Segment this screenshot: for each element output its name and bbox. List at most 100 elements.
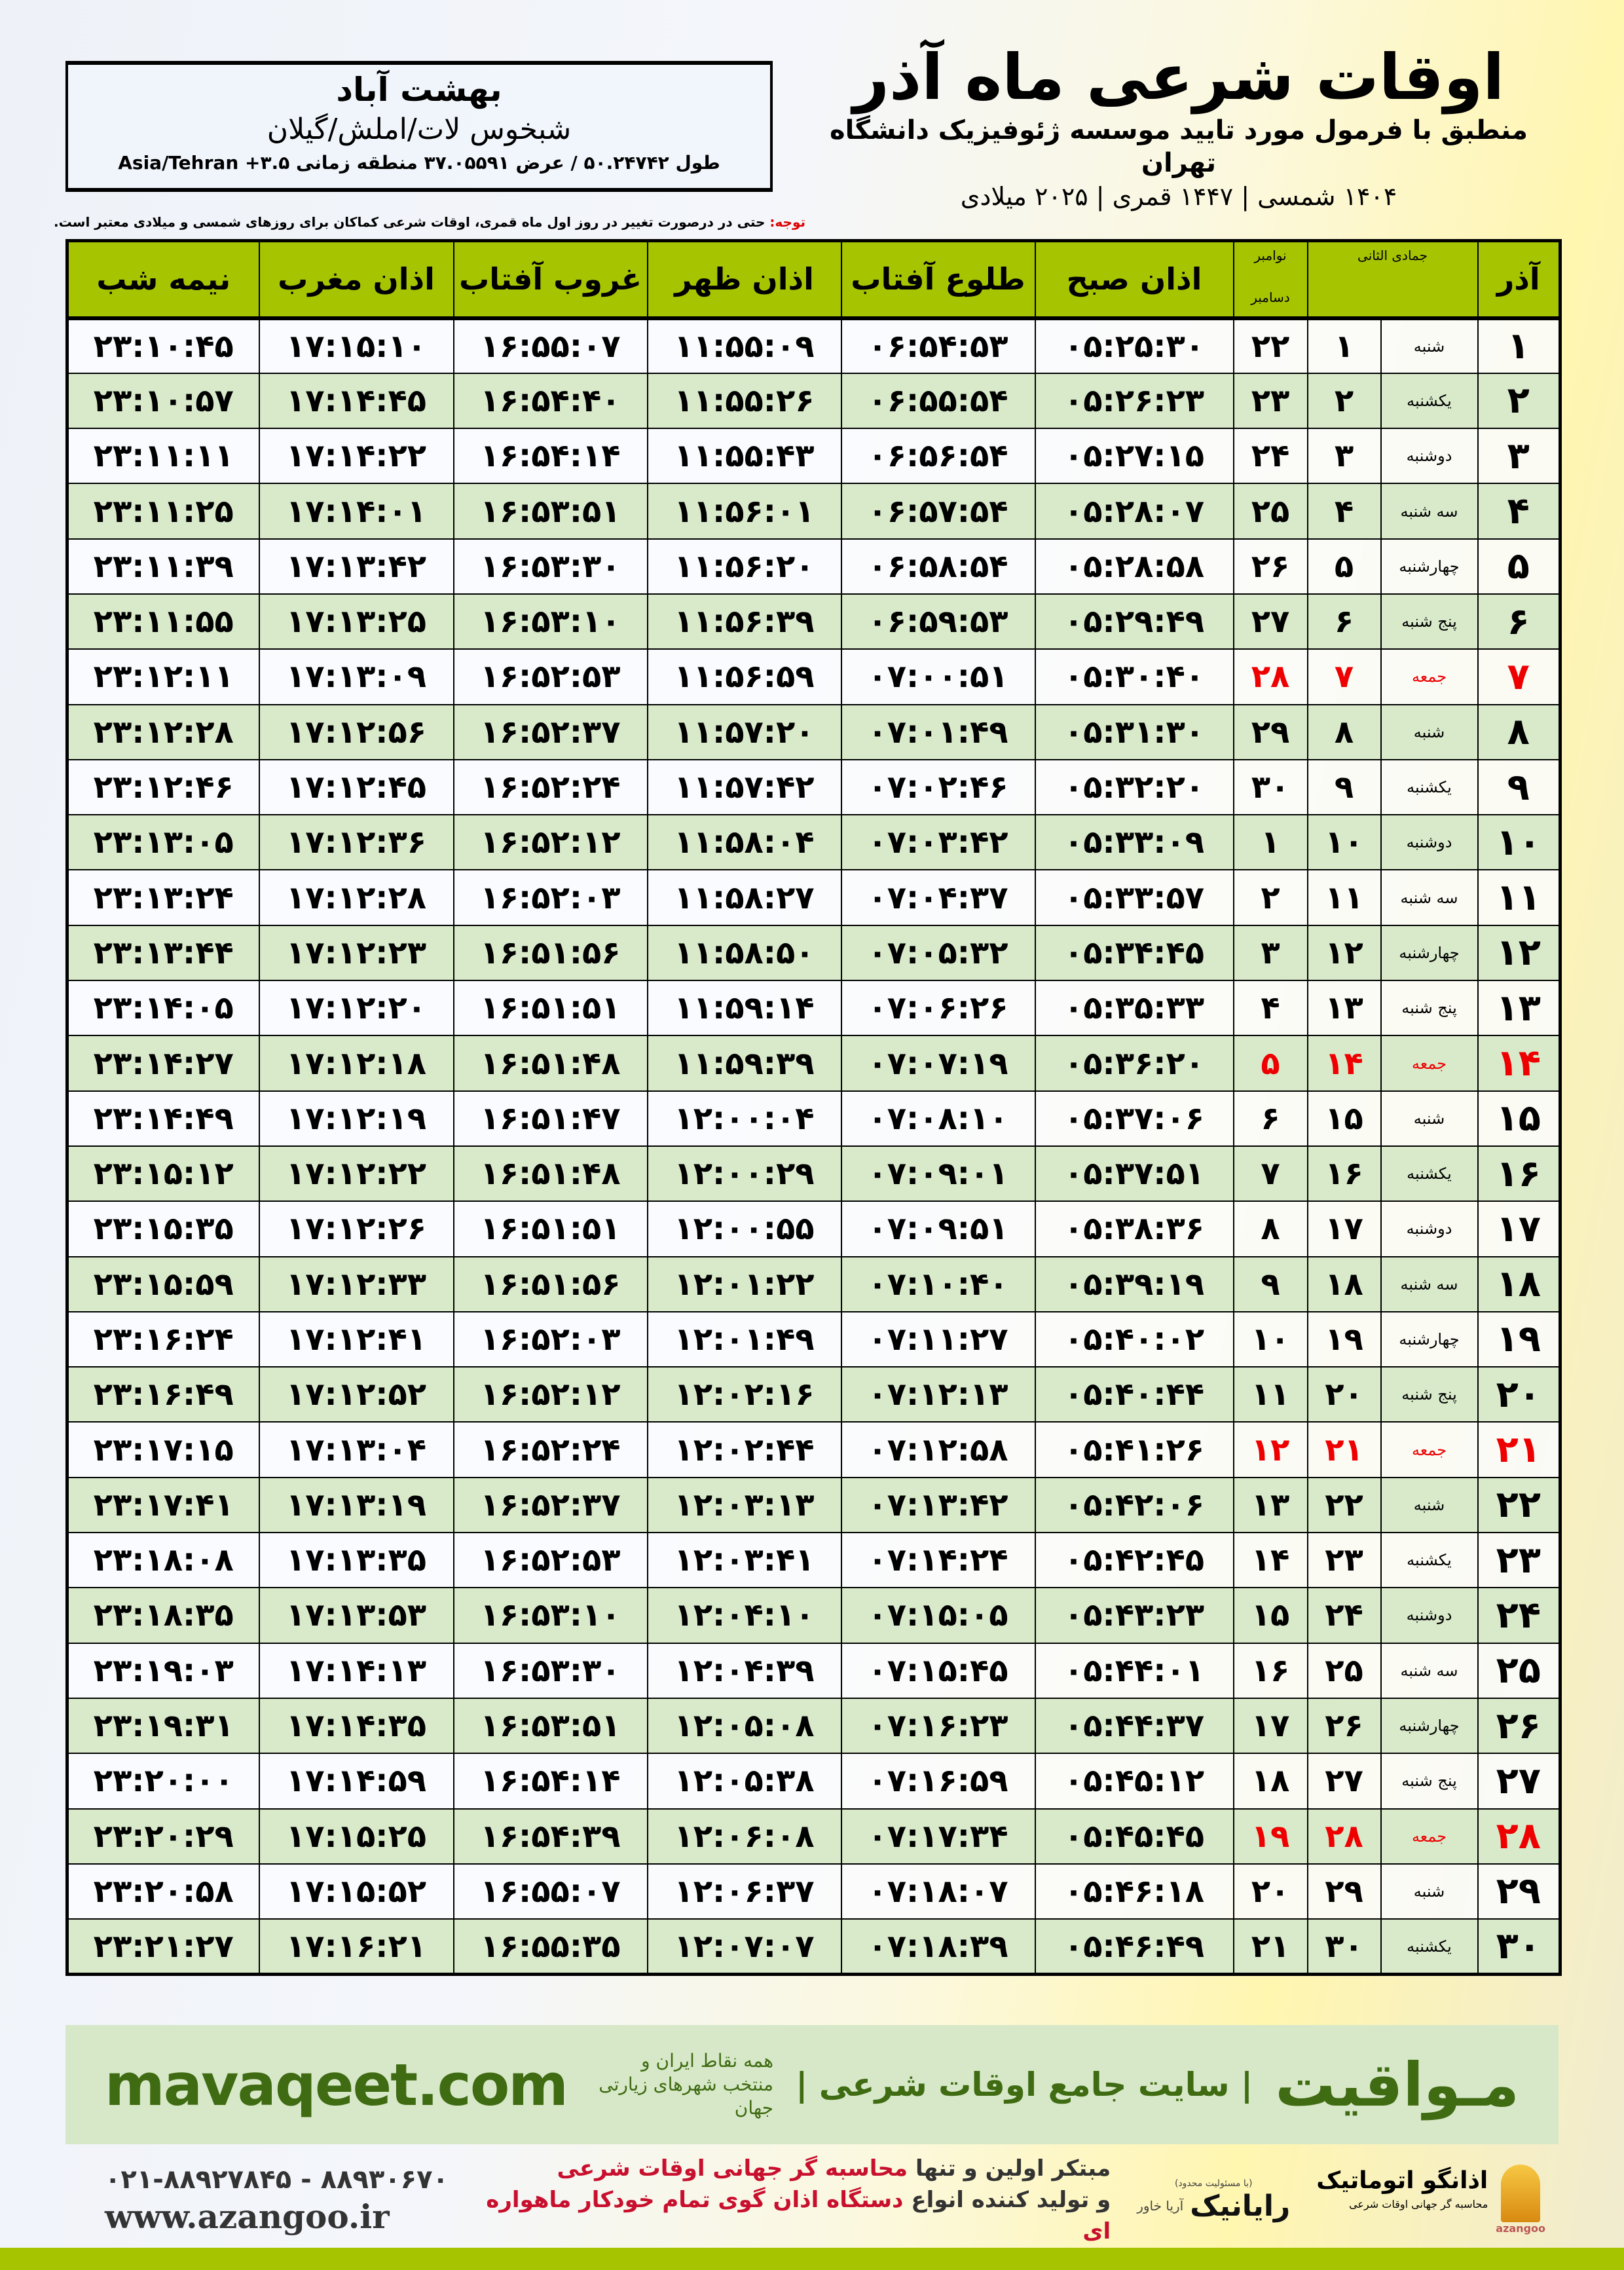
cell-hijri-day: ۶ bbox=[1306, 593, 1382, 650]
header-nimeshab: نیمه شب bbox=[66, 240, 260, 320]
cell-hijri-day: ۱۹ bbox=[1306, 1311, 1382, 1368]
cell-azar-day: ۲۸ bbox=[1477, 1808, 1561, 1865]
cell-azar-day: ۶ bbox=[1477, 593, 1561, 650]
table-row: ۲۵ سه شنبه ۲۵ ۱۶ ۰۵:۴۴:۰۱ ۰۷:۱۵:۴۵ ۱۲:۰۴:۳۹ ۱۶:… bbox=[66, 1642, 1561, 1699]
table-row: ۱ شنبه ۱ ۲۲ ۰۵:۲۵:۳۰ ۰۶:۵۴:۵۳ ۱۱:۵۵:۰۹ ۱۶:۵۵:۰۷… bbox=[66, 317, 1561, 374]
cell-maghrib: ۱۷:۱۵:۱۰ bbox=[258, 317, 454, 374]
azangoo-logo: azangoo اذانگو اتوماتیک محاسبه گر جهانی … bbox=[1316, 2165, 1545, 2235]
cell-weekday: سه شنبه bbox=[1380, 1256, 1479, 1312]
cell-ghorub: ۱۶:۵۲:۲۴ bbox=[452, 758, 648, 816]
cell-sobh: ۰۵:۳۳:۵۷ bbox=[1034, 869, 1234, 926]
cell-sobh: ۰۵:۴۵:۱۲ bbox=[1034, 1753, 1234, 1810]
cell-zohr: ۱۲:۰۵:۰۸ bbox=[646, 1697, 842, 1755]
cell-maghrib: ۱۷:۱۲:۵۶ bbox=[258, 703, 454, 760]
cell-zohr: ۱۲:۰۳:۱۳ bbox=[646, 1476, 842, 1534]
cell-tolu: ۰۶:۵۹:۵۳ bbox=[840, 593, 1036, 650]
azangoo-site-link[interactable]: www.azangoo.ir bbox=[105, 2197, 390, 2236]
cell-ghorub: ۱۶:۵۵:۰۷ bbox=[452, 317, 648, 374]
cell-nimeshab: ۲۳:۱۰:۴۵ bbox=[66, 317, 260, 374]
table-row: ۱۷ دوشنبه ۱۷ ۸ ۰۵:۳۸:۳۶ ۰۷:۰۹:۵۱ ۱۲:۰۰:۵۵ ۱۶:۵۱… bbox=[66, 1200, 1561, 1257]
azangoo-sub: محاسبه گر جهانی اوقات شرعی bbox=[1349, 2198, 1488, 2210]
cell-nimeshab: ۲۳:۱۶:۴۹ bbox=[66, 1366, 260, 1423]
cell-maghrib: ۱۷:۱۴:۵۹ bbox=[258, 1753, 454, 1810]
mavaqeet-site-link[interactable]: mavaqeet.com bbox=[105, 2051, 568, 2119]
cell-sobh: ۰۵:۴۳:۲۳ bbox=[1034, 1587, 1234, 1644]
cell-gregorian-day: ۱۲ bbox=[1232, 1421, 1308, 1478]
cell-hijri-day: ۸ bbox=[1306, 703, 1382, 760]
cell-maghrib: ۱۷:۱۲:۵۲ bbox=[258, 1366, 454, 1423]
cell-ghorub: ۱۶:۵۳:۵۱ bbox=[452, 483, 648, 540]
cell-maghrib: ۱۷:۱۴:۰۱ bbox=[258, 483, 454, 540]
year-line: ۱۴۰۴ شمسی | ۱۴۴۷ قمری | ۲۰۲۵ میلادی bbox=[960, 182, 1397, 211]
cell-weekday: دوشنبه bbox=[1380, 814, 1479, 871]
table-row: ۲۷ پنج شنبه ۲۷ ۱۸ ۰۵:۴۵:۱۲ ۰۷:۱۶:۵۹ ۱۲:۰۵:۳۸ ۱۶… bbox=[66, 1753, 1561, 1810]
cell-maghrib: ۱۷:۱۲:۲۶ bbox=[258, 1200, 454, 1257]
cell-maghrib: ۱۷:۱۴:۲۲ bbox=[258, 428, 454, 485]
table-row: ۷ جمعه ۷ ۲۸ ۰۵:۳۰:۴۰ ۰۷:۰۰:۵۱ ۱۱:۵۶:۵۹ ۱۶:۵۲:۵۳… bbox=[66, 648, 1561, 705]
cell-ghorub: ۱۶:۵۴:۳۹ bbox=[452, 1808, 648, 1865]
cell-tolu: ۰۷:۱۵:۴۵ bbox=[840, 1642, 1036, 1699]
mosque-dome-icon bbox=[1501, 2165, 1541, 2222]
coordinates: طول ۵۰.۲۴۷۴۲ / عرض ۳۷.۰۵۵۹۱ منطقه زمانی … bbox=[118, 152, 720, 174]
cell-tolu: ۰۷:۰۲:۴۶ bbox=[840, 758, 1036, 816]
cell-sobh: ۰۵:۳۲:۲۰ bbox=[1034, 758, 1234, 816]
cell-hijri-day: ۹ bbox=[1306, 758, 1382, 816]
cell-gregorian-day: ۲۵ bbox=[1232, 483, 1308, 540]
cell-weekday: پنج شنبه bbox=[1380, 980, 1479, 1037]
cell-weekday: یکشنبه bbox=[1380, 1532, 1479, 1589]
cell-zohr: ۱۱:۵۸:۲۷ bbox=[646, 869, 842, 926]
cell-nimeshab: ۲۳:۲۰:۰۰ bbox=[66, 1753, 260, 1810]
cell-zohr: ۱۲:۰۶:۰۸ bbox=[646, 1808, 842, 1865]
cell-gregorian-day: ۲۶ bbox=[1232, 538, 1308, 595]
cell-weekday: چهارشنبه bbox=[1380, 924, 1479, 982]
table-row: ۱۲ چهارشنبه ۱۲ ۳ ۰۵:۳۴:۴۵ ۰۷:۰۵:۳۲ ۱۱:۵۸:۵۰ ۱۶:… bbox=[66, 924, 1561, 982]
cell-weekday: یکشنبه bbox=[1380, 1918, 1479, 1975]
cell-tolu: ۰۶:۵۶:۵۴ bbox=[840, 428, 1036, 485]
cell-zohr: ۱۲:۰۰:۰۴ bbox=[646, 1090, 842, 1147]
cell-azar-day: ۲۳ bbox=[1477, 1532, 1561, 1589]
cell-zohr: ۱۱:۵۹:۱۴ bbox=[646, 980, 842, 1037]
cell-azar-day: ۱۹ bbox=[1477, 1311, 1561, 1368]
header-maghrib: اذان مغرب bbox=[258, 240, 454, 320]
cell-ghorub: ۱۶:۵۴:۱۴ bbox=[452, 428, 648, 485]
cell-maghrib: ۱۷:۱۲:۴۱ bbox=[258, 1311, 454, 1368]
table-row: ۵ چهارشنبه ۵ ۲۶ ۰۵:۲۸:۵۸ ۰۶:۵۸:۵۴ ۱۱:۵۶:۲۰ ۱۶:۵… bbox=[66, 538, 1561, 595]
cell-hijri-day: ۲۹ bbox=[1306, 1863, 1382, 1920]
cell-tolu: ۰۷:۱۶:۲۳ bbox=[840, 1697, 1036, 1755]
cell-ghorub: ۱۶:۵۱:۴۷ bbox=[452, 1090, 648, 1147]
table-row: ۲۲ شنبه ۲۲ ۱۳ ۰۵:۴۲:۰۶ ۰۷:۱۳:۴۲ ۱۲:۰۳:۱۳ ۱۶:۵۲:… bbox=[66, 1476, 1561, 1534]
cell-hijri-day: ۲۷ bbox=[1306, 1753, 1382, 1810]
cell-sobh: ۰۵:۴۵:۴۵ bbox=[1034, 1808, 1234, 1865]
cell-nimeshab: ۲۳:۱۷:۱۵ bbox=[66, 1421, 260, 1478]
cell-nimeshab: ۲۳:۲۰:۲۹ bbox=[66, 1808, 260, 1865]
cell-zohr: ۱۱:۵۶:۰۱ bbox=[646, 483, 842, 540]
cell-gregorian-day: ۲۰ bbox=[1232, 1863, 1308, 1920]
header-december: دسامبر bbox=[1251, 289, 1290, 305]
cell-gregorian-day: ۲۸ bbox=[1232, 648, 1308, 705]
note-label: توجه: bbox=[769, 214, 805, 230]
cell-nimeshab: ۲۳:۱۹:۰۳ bbox=[66, 1642, 260, 1699]
cell-gregorian-day: ۱۷ bbox=[1232, 1697, 1308, 1755]
cell-hijri-day: ۱۲ bbox=[1306, 924, 1382, 982]
cell-zohr: ۱۱:۵۶:۳۹ bbox=[646, 593, 842, 650]
cell-tolu: ۰۷:۰۵:۳۲ bbox=[840, 924, 1036, 982]
header-november: نوامبر bbox=[1254, 248, 1287, 263]
cell-nimeshab: ۲۳:۱۸:۳۵ bbox=[66, 1587, 260, 1644]
table-row: ۲۱ جمعه ۲۱ ۱۲ ۰۵:۴۱:۲۶ ۰۷:۱۲:۵۸ ۱۲:۰۲:۴۴ ۱۶:۵۲:… bbox=[66, 1421, 1561, 1478]
cell-sobh: ۰۵:۲۸:۰۷ bbox=[1034, 483, 1234, 540]
cell-nimeshab: ۲۳:۱۳:۴۴ bbox=[66, 924, 260, 982]
cell-maghrib: ۱۷:۱۲:۱۹ bbox=[258, 1090, 454, 1147]
cell-maghrib: ۱۷:۱۳:۱۹ bbox=[258, 1476, 454, 1534]
cell-azar-day: ۱۸ bbox=[1477, 1256, 1561, 1312]
cell-azar-day: ۲۲ bbox=[1477, 1476, 1561, 1534]
cell-sobh: ۰۵:۳۳:۰۹ bbox=[1034, 814, 1234, 871]
cell-gregorian-day: ۷ bbox=[1232, 1145, 1308, 1202]
cell-tolu: ۰۷:۱۸:۰۷ bbox=[840, 1863, 1036, 1920]
cell-nimeshab: ۲۳:۱۵:۳۵ bbox=[66, 1200, 260, 1257]
cell-ghorub: ۱۶:۵۴:۱۴ bbox=[452, 1753, 648, 1810]
cell-hijri-day: ۲۲ bbox=[1306, 1476, 1382, 1534]
cell-maghrib: ۱۷:۱۳:۳۵ bbox=[258, 1532, 454, 1589]
cell-zohr: ۱۲:۰۷:۰۷ bbox=[646, 1918, 842, 1975]
cell-weekday: جمعه bbox=[1380, 1808, 1479, 1865]
cell-sobh: ۰۵:۳۴:۴۵ bbox=[1034, 924, 1234, 982]
